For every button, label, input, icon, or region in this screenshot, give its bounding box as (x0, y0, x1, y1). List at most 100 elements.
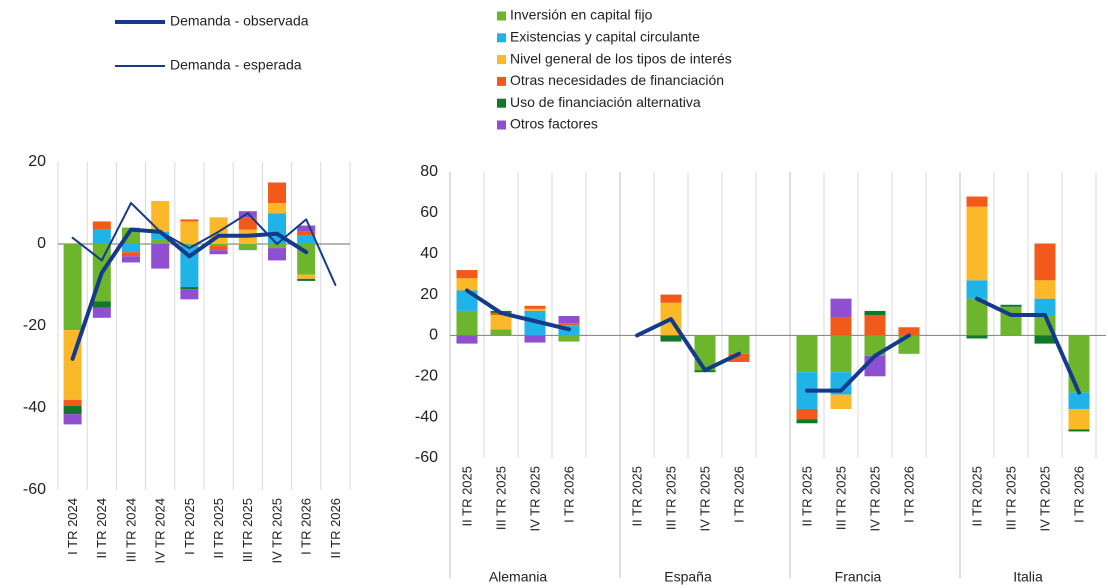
bar-segment (238, 244, 257, 251)
x-tick-label: II TR 2025 (629, 466, 644, 526)
bar-segment (180, 244, 199, 247)
bar-segment (63, 405, 82, 415)
x-tick-label: IV TR 2025 (269, 498, 284, 564)
x-tick-label: I TR 2026 (561, 466, 576, 523)
line (975, 296, 1081, 395)
bar-segment (524, 308, 546, 311)
y-tick-label: 20 (28, 153, 46, 170)
x-tick-label: IV TR 2025 (1037, 466, 1052, 532)
bar-segment (63, 399, 82, 406)
bar-segment (180, 219, 199, 222)
bar-segment (92, 221, 111, 230)
bar-segment (864, 310, 886, 315)
bar-segment (456, 278, 478, 291)
x-tick-label: III TR 2025 (663, 466, 678, 530)
bar-segment (1034, 335, 1056, 344)
bar-segment (297, 278, 316, 281)
bar-segment (966, 335, 988, 339)
bar-segment (151, 244, 170, 269)
y-tick-label: 40 (420, 245, 438, 262)
x-tick-label: I TR 2025 (182, 498, 197, 555)
x-tick-label: IV TR 2025 (867, 466, 882, 532)
bar-segment (456, 270, 478, 279)
y-tick-label: 0 (429, 327, 438, 344)
bar-segment (490, 315, 512, 330)
bar-segment (268, 203, 286, 214)
bar-segment (151, 200, 170, 232)
bar-segment (558, 323, 580, 326)
legend-label: Uso de financiación alternativa (510, 94, 701, 110)
bar-segment (297, 274, 316, 279)
bar-segment (1034, 243, 1056, 281)
bar-segment (830, 298, 852, 318)
bar-segment (966, 280, 988, 299)
bar-segment (830, 317, 852, 336)
bar-segment (1000, 304, 1022, 307)
bar-segment (92, 229, 111, 244)
bar-segment (151, 231, 170, 240)
y-tick-label: 60 (420, 204, 438, 221)
x-tick-label: III TR 2025 (1003, 466, 1018, 530)
legend-label: Demanda - observada (170, 13, 309, 29)
bar-segment (830, 394, 852, 409)
bar-segment (796, 408, 818, 420)
bar-segment (1034, 280, 1056, 299)
legend-label: Otros factores (510, 116, 598, 132)
y-tick-label: -20 (415, 368, 438, 385)
bar-segment (1034, 298, 1056, 315)
bar-segment (1068, 408, 1090, 430)
legend-swatch (497, 55, 506, 65)
bar-segment (660, 335, 682, 342)
group-label: Francia (835, 569, 882, 585)
x-tick-label: II TR 2024 (94, 498, 109, 558)
y-tick-label: -20 (23, 317, 46, 334)
bar-segment (122, 244, 140, 253)
bar-segment (209, 246, 228, 251)
y-tick-label: 80 (420, 163, 438, 180)
bar-segment (796, 335, 818, 373)
line (805, 333, 911, 393)
bar-segment (180, 246, 199, 288)
line (635, 317, 741, 373)
bar-segment (728, 335, 750, 354)
x-tick-label: I TR 2026 (1071, 466, 1086, 523)
bar-segment (558, 335, 580, 342)
x-tick-label: II TR 2025 (969, 466, 984, 526)
x-tick-label: I TR 2026 (731, 466, 746, 523)
group-label: Italia (1013, 569, 1043, 585)
bar-segment (1068, 429, 1090, 432)
x-tick-label: I TR 2026 (299, 498, 314, 555)
y-tick-label: -40 (415, 408, 438, 425)
bar-segment (209, 244, 228, 247)
y-tick-label: -60 (23, 481, 46, 498)
bar-segment (966, 196, 988, 207)
legend-swatch (497, 33, 506, 43)
x-tick-label: IV TR 2025 (527, 466, 542, 532)
bar-segment (92, 301, 111, 308)
bar-segment (297, 225, 316, 232)
bar-segment (180, 221, 199, 244)
x-tick-label: II TR 2026 (328, 498, 343, 558)
x-tick-label: IV TR 2024 (153, 498, 168, 564)
y-tick-label: -60 (415, 449, 438, 466)
bar-segment (490, 329, 512, 336)
legend-label: Existencias y capital circulante (510, 29, 700, 45)
group-label: Alemania (489, 569, 548, 585)
bar-segment (830, 335, 852, 373)
bar-segment (122, 256, 140, 263)
x-tick-label: II TR 2025 (799, 466, 814, 526)
y-tick-label: -40 (23, 399, 46, 416)
bar-segment (1068, 392, 1090, 409)
bar-segment (456, 310, 478, 336)
bar-segment (864, 315, 886, 336)
bar-segment (524, 305, 546, 309)
x-tick-label: IV TR 2025 (697, 466, 712, 532)
group-label: España (664, 569, 712, 585)
legend-swatch (497, 98, 506, 108)
bar-segment (898, 327, 920, 336)
x-tick-label: II TR 2025 (211, 498, 226, 558)
bar-segment (966, 298, 988, 336)
x-tick-label: I TR 2024 (65, 498, 80, 555)
x-tick-label: III TR 2025 (493, 466, 508, 530)
